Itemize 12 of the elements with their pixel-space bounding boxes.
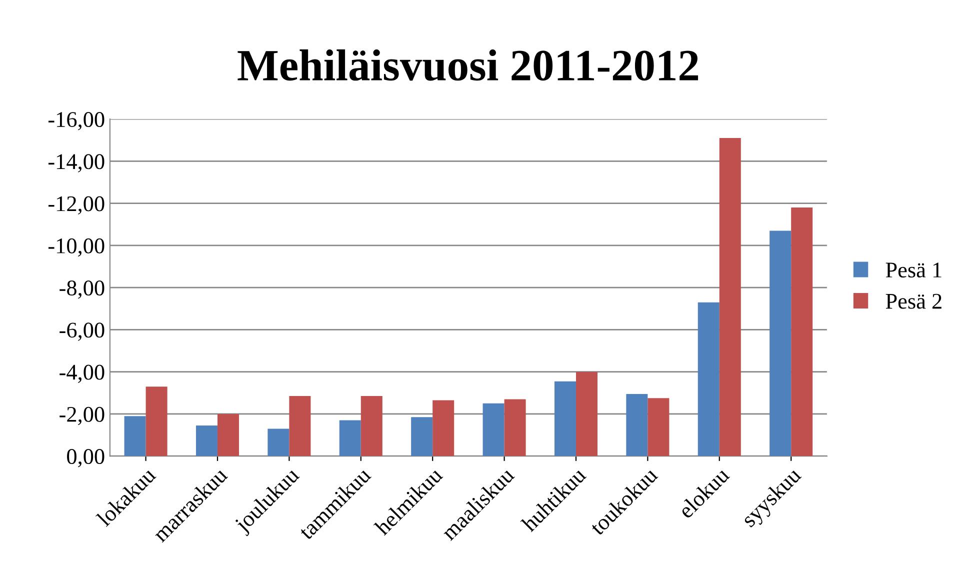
chart-title: Mehiläisvuosi 2011-2012: [238, 49, 698, 81]
y-tick-label: 0,00: [67, 449, 104, 468]
legend-label: Pesä 2: [886, 294, 942, 309]
y-tick-label: -8,00: [60, 280, 104, 299]
y-tick-label: -4,00: [60, 364, 104, 383]
y-tick-label: -16,00: [48, 112, 104, 130]
y-tick-label: -12,00: [48, 196, 104, 214]
y-tick-label: -10,00: [48, 238, 104, 257]
legend-label: Pesä 1: [886, 262, 942, 278]
y-tick-label: -2,00: [60, 406, 104, 426]
y-tick-label: -6,00: [60, 322, 104, 341]
y-tick-label: -14,00: [48, 154, 104, 172]
